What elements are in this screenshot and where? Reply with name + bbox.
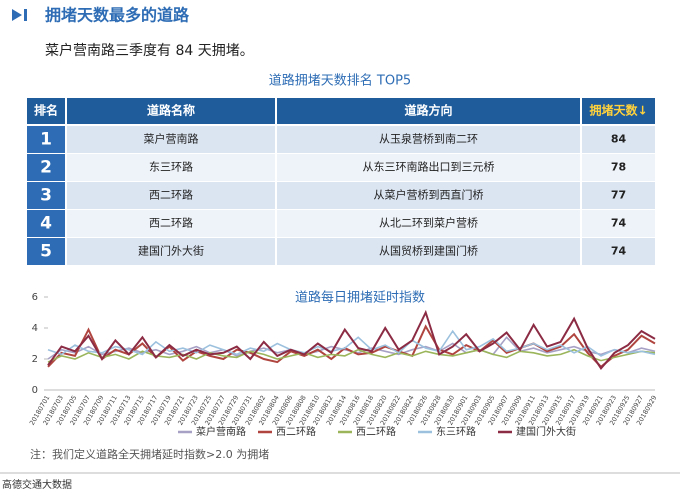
y-tick-label: 6: [32, 292, 38, 303]
table-cell: [582, 210, 655, 237]
cell-text: 78: [611, 161, 626, 174]
cell-text: 从菜户营桥到西直门桥: [374, 188, 484, 202]
table-cell: [277, 154, 580, 181]
legend-label: 西二环路: [276, 425, 316, 438]
table-cell: [67, 238, 275, 265]
table-title: 道路拥堵天数排名 TOP5: [269, 73, 411, 89]
table-cell: [67, 154, 275, 181]
title-icon: [12, 9, 22, 21]
table-cell: [67, 126, 275, 153]
cell-text: 2: [40, 158, 52, 178]
line-series: [47, 324, 656, 369]
title: 拥堵天数最多的道路: [45, 6, 190, 25]
cell-text: 1: [40, 130, 52, 150]
line-series: [47, 309, 656, 370]
table-cell: [27, 126, 65, 153]
title-icon: [24, 9, 27, 21]
table-cell: [277, 182, 580, 209]
legend-label: 东三环路: [436, 425, 476, 438]
header-cell: [277, 98, 580, 124]
chart-title: 道路每日拥堵延时指数: [295, 290, 425, 306]
line-series: [47, 348, 656, 363]
subtitle: 菜户营南路三季度有 84 天拥堵。: [45, 42, 254, 59]
cell-text: 建国门外大街: [138, 244, 204, 258]
y-tick-label: 4: [32, 323, 38, 334]
table-cell: [27, 154, 65, 181]
table-cell: [67, 182, 275, 209]
cell-text: 77: [611, 189, 626, 202]
cell-text: 84: [611, 133, 627, 146]
table-cell: [277, 126, 580, 153]
legend-label: 建国门外大街: [516, 425, 576, 438]
footer: 高德交通大数据: [2, 478, 72, 491]
table: 排名 道路名称 道路方向 拥堵天数↓ 1 菜户营南路 从玉泉营桥到南二环 84 2 东三环路 从东三…: [27, 98, 655, 265]
header-text: 道路名称: [147, 103, 195, 118]
cell-text: 从玉泉营桥到南二环: [379, 132, 478, 146]
y-tick-label: 2: [32, 354, 38, 365]
cell-text: 74: [611, 217, 627, 230]
table-cell: [27, 210, 65, 237]
table-cell: [582, 154, 655, 181]
header-cell: [582, 98, 655, 124]
chart: 0246201807012018070320180705201807072018…: [28, 292, 658, 438]
y-tick-label: 0: [32, 385, 38, 396]
cell-text: 菜户营南路: [144, 132, 199, 146]
header-cell: [27, 98, 65, 124]
header-text: 拥堵天数↓: [589, 103, 647, 118]
cell-text: 3: [40, 186, 52, 206]
header-cell: [67, 98, 275, 124]
cell-text: 西二环路: [149, 217, 193, 230]
cell-text: 4: [40, 214, 52, 234]
cell-text: 74: [611, 245, 627, 258]
cell-text: 西二环路: [149, 189, 193, 202]
table-cell: [277, 238, 580, 265]
header-text: 排名: [34, 103, 58, 118]
table-cell: [27, 182, 65, 209]
cell-text: 从北二环到菜户营桥: [379, 216, 478, 230]
cell-text: 5: [40, 242, 52, 262]
table-cell: [277, 210, 580, 237]
legend-label: 西二环路: [356, 425, 396, 438]
table-cell: [582, 238, 655, 265]
cell-text: 东三环路: [149, 161, 193, 174]
cell-text: 从国贸桥到建国门桥: [379, 244, 478, 258]
note: 注：我们定义道路全天拥堵延时指数>2.0 为拥堵: [30, 447, 269, 461]
legend-label: 菜户营南路: [196, 425, 246, 438]
cell-text: 从东三环南路出口到三元桥: [363, 160, 495, 174]
table-cell: [582, 126, 655, 153]
header-text: 道路方向: [404, 103, 452, 118]
table-cell: [582, 182, 655, 209]
table-cell: [27, 238, 65, 265]
table-cell: [67, 210, 275, 237]
